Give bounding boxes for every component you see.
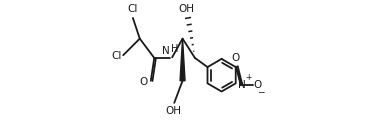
Text: Cl: Cl [127, 5, 137, 14]
Text: O: O [254, 80, 262, 90]
Polygon shape [180, 39, 185, 81]
Text: O: O [231, 53, 240, 63]
Text: H: H [171, 44, 178, 54]
Text: −: − [257, 87, 264, 96]
Text: Cl: Cl [112, 51, 122, 61]
Text: O: O [140, 77, 148, 87]
Text: OH: OH [178, 4, 194, 14]
Text: OH: OH [165, 106, 181, 116]
Text: N: N [162, 46, 169, 56]
Text: +: + [246, 73, 252, 82]
Text: N: N [238, 80, 246, 90]
